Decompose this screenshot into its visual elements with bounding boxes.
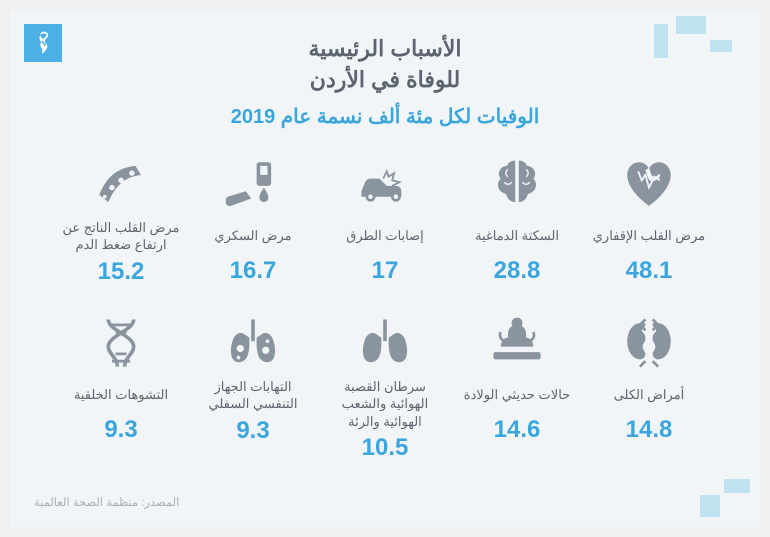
cause-cell: مرض القلب الإقفاري 48.1 [588, 155, 710, 286]
cause-label: حالات حديثي الولادة [464, 378, 570, 412]
brain-icon [487, 155, 547, 213]
cause-value: 14.8 [626, 416, 673, 444]
heart-icon [619, 155, 679, 213]
cause-value: 9.3 [236, 417, 269, 445]
cause-cell: مرض القلب الناتج عن ارتفاع ضغط الدم 15.2 [60, 155, 182, 286]
cause-cell: التشوهات الخلقية 9.3 [60, 314, 182, 463]
cause-cell: السكتة الدماغية 28.8 [456, 155, 578, 286]
crash-icon [355, 155, 415, 213]
deco-square [710, 40, 732, 52]
cause-value: 17 [372, 257, 399, 285]
cause-cell: إصابات الطرق 17 [324, 155, 446, 286]
cause-label: السكتة الدماغية [475, 219, 559, 253]
cause-value: 28.8 [494, 257, 541, 285]
diabetes-icon [223, 155, 283, 213]
kidney-icon [619, 314, 679, 372]
cause-label: إصابات الطرق [346, 219, 424, 253]
cause-value: 10.5 [362, 434, 409, 462]
subtitle: الوفيات لكل مئة ألف نسمة عام 2019 [60, 104, 710, 129]
dna-icon [91, 314, 151, 372]
lungs-infection-icon [223, 314, 283, 372]
cause-label: التشوهات الخلقية [74, 378, 168, 412]
baby-icon [487, 314, 547, 372]
cause-value: 9.3 [104, 416, 137, 444]
cause-label: مرض السكري [214, 219, 291, 253]
deco-square [676, 16, 706, 34]
cause-cell: أمراض الكلى 14.8 [588, 314, 710, 463]
cause-value: 16.7 [230, 257, 277, 285]
infographic-card: الأسباب الرئيسية للوفاة في الأردن الوفيا… [10, 10, 760, 527]
lungs-icon [355, 314, 415, 372]
cause-label: مرض القلب الناتج عن ارتفاع ضغط الدم [60, 219, 182, 254]
aljazeera-logo [24, 24, 62, 62]
deco-square [700, 495, 720, 517]
cause-cell: سرطان القصبة الهوائية والشعب الهوائية وا… [324, 314, 446, 463]
title-line-2: للوفاة في الأردن [310, 67, 460, 92]
cause-label: سرطان القصبة الهوائية والشعب الهوائية وا… [324, 378, 446, 431]
cause-label: أمراض الكلى [614, 378, 685, 412]
cause-cell: حالات حديثي الولادة 14.6 [456, 314, 578, 463]
cause-cell: التهابات الجهاز التنفسي السفلي 9.3 [192, 314, 314, 463]
causes-grid: مرض القلب الإقفاري 48.1 السكتة الدماغية … [60, 155, 710, 463]
deco-square [724, 479, 750, 493]
cause-value: 48.1 [626, 257, 673, 285]
cause-value: 14.6 [494, 416, 541, 444]
deco-square [654, 24, 668, 58]
source-label: المصدر: منظمة الصحة العالمية [34, 495, 179, 509]
cause-label: مرض القلب الإقفاري [593, 219, 706, 253]
vessel-icon [91, 155, 151, 213]
cause-cell: مرض السكري 16.7 [192, 155, 314, 286]
main-title: الأسباب الرئيسية للوفاة في الأردن [60, 34, 710, 96]
title-line-1: الأسباب الرئيسية [308, 36, 461, 61]
cause-value: 15.2 [98, 258, 145, 286]
cause-label: التهابات الجهاز التنفسي السفلي [192, 378, 314, 413]
